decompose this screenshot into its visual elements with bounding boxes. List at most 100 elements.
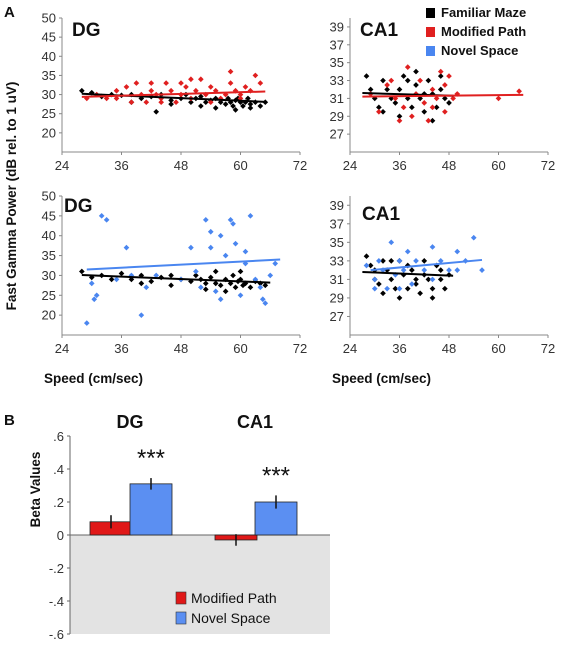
data-point — [252, 276, 259, 283]
data-point — [404, 248, 411, 255]
fit-line — [370, 258, 483, 272]
data-point — [262, 300, 269, 307]
data-point — [376, 281, 382, 287]
data-point — [417, 77, 423, 84]
y-tick-label: 0 — [57, 528, 64, 543]
data-point — [380, 290, 386, 297]
data-point — [442, 82, 448, 88]
data-point — [183, 84, 189, 90]
data-point — [516, 88, 522, 95]
data-point — [257, 284, 264, 291]
data-point — [392, 285, 399, 292]
data-point — [240, 103, 246, 109]
y-tick-label: -.6 — [49, 627, 64, 642]
data-point — [198, 103, 204, 109]
data-point — [79, 87, 85, 94]
fit-line — [86, 258, 281, 271]
data-point — [193, 272, 199, 279]
panel-title: DG — [72, 20, 101, 41]
data-point — [437, 258, 444, 264]
data-point — [168, 101, 174, 107]
x-tick-label: 36 — [114, 158, 128, 173]
y-tick-label: .4 — [53, 462, 64, 477]
y-axis-label-b: Beta Values — [28, 452, 43, 528]
data-point — [118, 270, 125, 277]
legend-a: Familiar Maze Modified Path Novel Space — [426, 5, 526, 58]
x-tick-label: 48 — [174, 158, 188, 173]
data-point — [168, 97, 174, 104]
legend-swatch — [175, 611, 187, 625]
data-point — [232, 107, 239, 113]
bar-chart-beta: .6 .4 .2 0 -.2 -.4 -.6 Beta Values DG *** CA1 *** Mo… — [28, 412, 330, 642]
y-tick-label: 29 — [330, 109, 344, 124]
data-point — [143, 284, 150, 291]
x-tick-label: 60 — [491, 341, 505, 356]
data-point — [148, 87, 155, 94]
data-point — [421, 100, 428, 106]
data-point — [396, 285, 403, 292]
x-tick-label: 60 — [233, 341, 247, 356]
data-point — [437, 68, 444, 75]
data-point — [188, 244, 194, 251]
x-tick-label: 48 — [442, 158, 456, 173]
data-point — [400, 267, 407, 273]
data-point — [198, 76, 204, 83]
data-point — [207, 274, 214, 281]
x-tick-label: 60 — [491, 158, 505, 173]
category-title: DG — [117, 412, 144, 432]
data-point — [376, 258, 382, 264]
data-point — [91, 296, 98, 303]
y-tick-label: .6 — [53, 429, 64, 444]
data-point — [230, 220, 236, 227]
y-tick-label: 40 — [42, 49, 56, 64]
data-point — [148, 80, 155, 86]
legend-label: Novel Space — [191, 610, 271, 626]
data-point — [404, 77, 411, 84]
legend-swatch — [426, 8, 435, 18]
data-point — [222, 252, 229, 259]
y-tick-label: -.2 — [49, 561, 64, 576]
data-point — [230, 272, 236, 279]
data-point — [413, 258, 419, 264]
x-tick-label: 48 — [174, 341, 188, 356]
data-point — [437, 86, 444, 93]
x-tick-label: 72 — [293, 158, 307, 173]
data-point — [413, 281, 419, 287]
data-point — [409, 113, 415, 120]
data-point — [168, 87, 174, 94]
y-tick-label: 27 — [330, 127, 344, 142]
legend-label: Modified Path — [191, 590, 277, 606]
data-point — [230, 103, 236, 109]
data-point — [98, 213, 105, 219]
data-point — [376, 108, 382, 115]
data-point — [380, 77, 386, 84]
data-point — [400, 104, 407, 111]
data-point — [93, 292, 100, 299]
data-point — [103, 217, 110, 223]
data-point — [257, 80, 264, 86]
data-point — [123, 84, 130, 90]
x-tick-label: 72 — [541, 341, 555, 356]
data-point — [237, 268, 244, 275]
data-point — [454, 267, 461, 273]
data-point — [202, 286, 209, 293]
y-tick-label: 25 — [42, 288, 56, 303]
data-point — [237, 292, 244, 299]
data-point — [168, 272, 174, 279]
scatter-ca1-top: 27 29 31 33 35 37 39 24 36 48 60 72 CA1 — [330, 18, 555, 173]
data-point — [442, 95, 448, 102]
data-point — [371, 285, 378, 292]
data-point — [363, 262, 370, 269]
data-point — [138, 312, 145, 318]
data-point — [198, 284, 204, 291]
data-point — [242, 84, 249, 90]
data-point — [421, 108, 428, 115]
data-point — [442, 285, 448, 292]
data-point — [202, 217, 209, 223]
x-tick-label: 36 — [392, 158, 406, 173]
data-point — [367, 86, 374, 93]
data-point — [207, 84, 214, 90]
x-tick-label: 36 — [392, 341, 406, 356]
panel-title: CA1 — [360, 20, 398, 41]
data-point — [429, 285, 436, 292]
